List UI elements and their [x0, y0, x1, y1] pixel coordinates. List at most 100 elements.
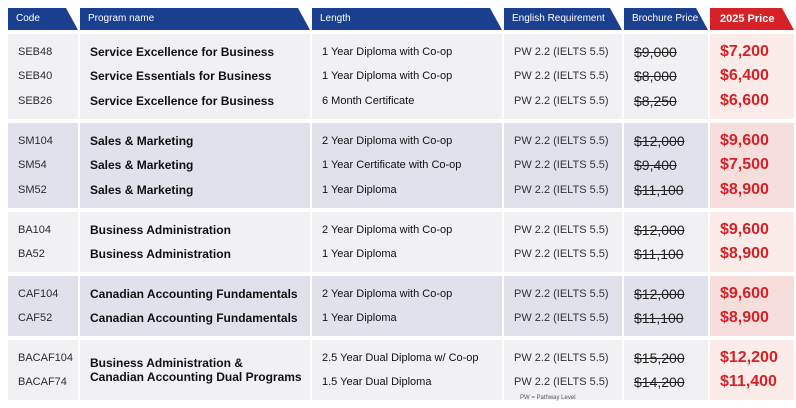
- name-cell: Business Administration & Canadian Accou…: [80, 340, 310, 400]
- english-requirement: PW 2.2 (IELTS 5.5): [514, 183, 609, 196]
- length-cell: 2 Year Diploma with Co-op 1 Year Diploma: [312, 276, 502, 336]
- header-length: Length: [312, 8, 502, 30]
- brochure-price: $8,000: [634, 68, 677, 85]
- brochure-cell: $9,000 $8,000 $8,250: [624, 34, 708, 119]
- program-code: BACAF104: [18, 352, 74, 364]
- program-name: Service Excellence for Business: [90, 45, 275, 60]
- brochure-price: $11,100: [634, 246, 684, 262]
- brochure-price: $15,200: [634, 350, 685, 366]
- english-requirement: PW 2.2 (IELTS 5.5): [514, 376, 609, 388]
- header-2025-price: 2025 Price: [710, 8, 794, 30]
- table-body: SEB48 SEB40 SEB26 Service Excellence for…: [8, 34, 794, 400]
- price-2025: $9,600: [720, 221, 769, 238]
- header-english: English Requirement: [504, 8, 622, 30]
- brochure-cell: $12,000 $11,100: [624, 276, 708, 336]
- program-length: 2.5 Year Dual Diploma w/ Co-op: [322, 352, 479, 364]
- english-cell: PW 2.2 (IELTS 5.5) PW 2.2 (IELTS 5.5): [504, 212, 622, 272]
- footnote: PW = Pathway Level: [520, 395, 576, 401]
- program-code: SEB40: [18, 70, 53, 83]
- price-2025: $9,600: [720, 285, 769, 302]
- program-code: SM54: [18, 159, 47, 172]
- price-2025: $11,400: [720, 373, 777, 390]
- program-length: 2 Year Diploma with Co-op: [322, 135, 453, 148]
- program-code: BA52: [18, 248, 45, 260]
- code-cell: BACAF104 BACAF74: [8, 340, 78, 400]
- price-table: Code Program name Length English Require…: [8, 8, 794, 404]
- english-requirement: PW 2.2 (IELTS 5.5): [514, 135, 609, 148]
- length-cell: 2 Year Diploma with Co-op 1 Year Diploma: [312, 212, 502, 272]
- price-2025-cell: $9,600 $7,500 $8,900: [710, 123, 794, 208]
- name-cell: Service Excellence for Business Service …: [80, 34, 310, 119]
- english-requirement: PW 2.2 (IELTS 5.5): [514, 312, 609, 324]
- program-name: Service Excellence for Business: [90, 93, 275, 108]
- program-name-line: Business Administration &: [90, 356, 243, 370]
- table-header: Code Program name Length English Require…: [8, 8, 794, 30]
- program-name: Sales & Marketing: [90, 134, 194, 149]
- code-cell: BA104 BA52: [8, 212, 78, 272]
- brochure-cell: $15,200 $14,200: [624, 340, 708, 400]
- program-length: 1 Year Certificate with Co-op: [322, 159, 462, 172]
- name-cell: Canadian Accounting Fundamentals Canadia…: [80, 276, 310, 336]
- program-name-line: Canadian Accounting Dual Programs: [90, 370, 302, 384]
- program-code: BACAF74: [18, 376, 67, 388]
- brochure-price: $11,100: [634, 310, 684, 326]
- program-length: 1.5 Year Dual Diploma: [322, 376, 432, 388]
- price-2025-cell: $9,600 $8,900: [710, 276, 794, 336]
- program-length: 2 Year Diploma with Co-op: [322, 288, 453, 300]
- brochure-cell: $12,000 $11,100: [624, 212, 708, 272]
- header-program: Program name: [80, 8, 310, 30]
- length-cell: 2.5 Year Dual Diploma w/ Co-op 1.5 Year …: [312, 340, 502, 400]
- program-length: 2 Year Diploma with Co-op: [322, 224, 453, 236]
- brochure-cell: $12,000 $9,400 $11,100: [624, 123, 708, 208]
- program-group-business-admin: BA104 BA52 Business Administration Busin…: [8, 212, 794, 272]
- price-2025: $8,900: [720, 180, 769, 198]
- english-requirement: PW 2.2 (IELTS 5.5): [514, 70, 609, 83]
- price-2025: $6,600: [720, 91, 769, 109]
- price-2025-cell: $12,200 $11,400: [710, 340, 794, 400]
- english-cell: PW 2.2 (IELTS 5.5) PW 2.2 (IELTS 5.5) PW…: [504, 34, 622, 119]
- price-2025: $7,200: [720, 43, 769, 61]
- program-length: 1 Year Diploma: [322, 312, 397, 324]
- name-cell: Sales & Marketing Sales & Marketing Sale…: [80, 123, 310, 208]
- code-cell: CAF104 CAF52: [8, 276, 78, 336]
- program-group-accounting: CAF104 CAF52 Canadian Accounting Fundame…: [8, 276, 794, 336]
- program-length: 1 Year Diploma: [322, 248, 397, 260]
- program-group-sales: SM104 SM54 SM52 Sales & Marketing Sales …: [8, 123, 794, 208]
- program-code: CAF104: [18, 288, 59, 300]
- length-cell: 2 Year Diploma with Co-op 1 Year Certifi…: [312, 123, 502, 208]
- program-name: Service Essentials for Business: [90, 69, 272, 84]
- program-code: SEB48: [18, 46, 53, 59]
- brochure-price: $9,400: [634, 157, 677, 174]
- english-cell: PW 2.2 (IELTS 5.5) PW 2.2 (IELTS 5.5): [504, 276, 622, 336]
- brochure-price: $8,250: [634, 92, 677, 109]
- program-name: Business Administration: [90, 247, 231, 261]
- program-group-service: SEB48 SEB40 SEB26 Service Excellence for…: [8, 34, 794, 119]
- program-name: Business Administration: [90, 223, 231, 237]
- english-requirement: PW 2.2 (IELTS 5.5): [514, 248, 609, 260]
- program-name: Canadian Accounting Fundamentals: [90, 287, 298, 301]
- brochure-price: $12,000: [634, 222, 685, 238]
- price-2025: $7,500: [720, 156, 769, 174]
- english-requirement: PW 2.2 (IELTS 5.5): [514, 224, 609, 236]
- brochure-price: $12,000: [634, 286, 685, 302]
- price-2025: $9,600: [720, 132, 769, 150]
- program-code: SEB26: [18, 94, 53, 107]
- program-length: 1 Year Diploma: [322, 183, 397, 196]
- header-brochure: Brochure Price: [624, 8, 708, 30]
- brochure-price: $9,000: [634, 44, 677, 61]
- price-2025: $8,900: [720, 245, 769, 262]
- brochure-price: $11,100: [634, 181, 684, 198]
- program-code: SM52: [18, 183, 47, 196]
- price-2025: $6,400: [720, 67, 769, 85]
- english-requirement: PW 2.2 (IELTS 5.5): [514, 352, 609, 364]
- header-code: Code: [8, 8, 78, 30]
- english-requirement: PW 2.2 (IELTS 5.5): [514, 288, 609, 300]
- program-length: 6 Month Certificate: [322, 94, 415, 107]
- english-requirement: PW 2.2 (IELTS 5.5): [514, 94, 609, 107]
- program-name: Sales & Marketing: [90, 182, 194, 197]
- brochure-price: $14,200: [634, 374, 685, 390]
- price-2025: $12,200: [720, 349, 778, 366]
- code-cell: SM104 SM54 SM52: [8, 123, 78, 208]
- program-length: 1 Year Diploma with Co-op: [322, 46, 453, 59]
- english-cell: PW 2.2 (IELTS 5.5) PW 2.2 (IELTS 5.5) PW…: [504, 123, 622, 208]
